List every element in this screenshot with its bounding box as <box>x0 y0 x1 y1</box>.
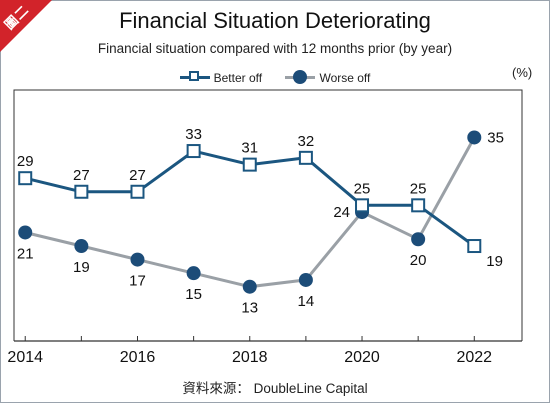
chart-title: Financial Situation Deteriorating <box>119 8 431 33</box>
unit-label: (%) <box>512 65 533 80</box>
badge-triangle <box>0 0 52 52</box>
data-point-better-off <box>74 184 89 199</box>
legend-item-worse: Worse off <box>285 70 371 85</box>
data-label-worse-off: 35 <box>487 129 504 146</box>
data-label-better-off: 32 <box>298 133 315 150</box>
x-tick-label: 2014 <box>7 349 43 366</box>
legend: Better off Worse off <box>0 68 550 85</box>
data-label-worse-off: 14 <box>298 293 315 310</box>
data-label-better-off: 25 <box>354 180 371 197</box>
data-point-better-off <box>130 184 145 199</box>
legend-item-better: Better off <box>179 70 263 85</box>
legend-label-better: Better off <box>213 70 263 85</box>
x-tick-label: 2020 <box>344 349 380 366</box>
data-label-better-off: 31 <box>241 140 258 157</box>
legend-swatch-better <box>179 71 210 81</box>
legend-label-worse: Worse off <box>319 70 371 85</box>
data-point-better-off <box>242 157 257 172</box>
data-label-worse-off: 19 <box>73 259 90 276</box>
data-point-worse-off <box>467 130 482 145</box>
data-point-worse-off <box>242 279 257 294</box>
x-tick-label: 2018 <box>232 349 268 366</box>
data-label-worse-off: 24 <box>333 204 350 221</box>
data-label-better-off: 27 <box>73 167 90 184</box>
data-point-better-off <box>298 150 313 165</box>
data-point-better-off <box>467 239 482 254</box>
data-label-worse-off: 21 <box>17 245 34 262</box>
data-point-worse-off <box>74 239 89 254</box>
data-point-worse-off <box>298 272 313 287</box>
data-label-worse-off: 20 <box>410 252 427 269</box>
data-label-better-off: 25 <box>410 180 427 197</box>
data-point-better-off <box>411 198 426 213</box>
data-point-worse-off <box>186 266 201 281</box>
square-marker-icon <box>188 71 199 81</box>
data-label-better-off: 33 <box>185 126 202 143</box>
x-tick-label: 2016 <box>120 349 156 366</box>
data-label-worse-off: 13 <box>241 300 258 317</box>
data-point-worse-off <box>411 232 426 247</box>
legend-swatch-worse <box>285 70 316 84</box>
data-point-better-off <box>18 171 33 186</box>
chart-subtitle: Financial situation compared with 12 mon… <box>97 41 453 56</box>
data-point-worse-off <box>18 225 33 240</box>
data-point-better-off <box>186 144 201 159</box>
data-label-better-off: 27 <box>129 167 146 184</box>
data-label-worse-off: 15 <box>185 286 202 303</box>
data-label-better-off: 19 <box>486 253 503 270</box>
data-label-better-off: 29 <box>17 153 34 170</box>
data-point-better-off <box>355 198 370 213</box>
circle-marker-icon <box>293 70 308 84</box>
data-point-worse-off <box>130 252 145 267</box>
x-tick-label: 2022 <box>456 349 492 366</box>
figure-badge: 圖二 <box>0 0 52 52</box>
plot-border <box>13 89 523 341</box>
data-label-worse-off: 17 <box>129 273 146 290</box>
source-note: 資料來源： DoubleLine Capital <box>182 381 368 396</box>
